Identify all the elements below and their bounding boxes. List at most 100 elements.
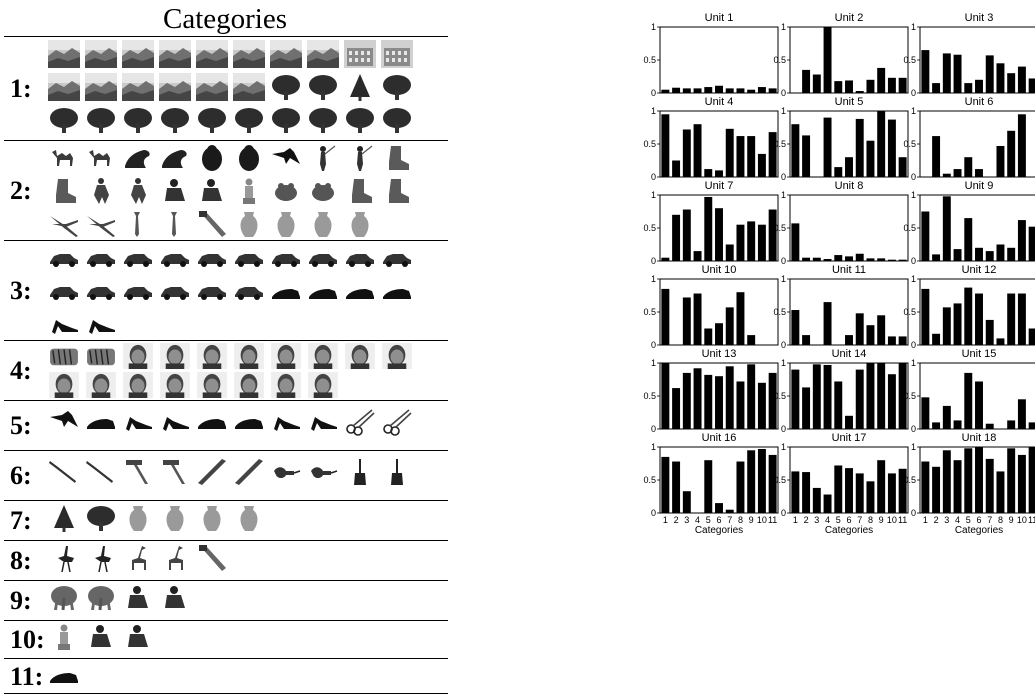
unit-plot: 00.51: [643, 274, 779, 350]
landscape-thumbnail: [48, 72, 80, 102]
bar: [682, 491, 691, 513]
plot-frame: [919, 446, 1035, 514]
landscape-thumbnail: [196, 72, 228, 102]
bird-thumbnail: [270, 143, 302, 173]
face-thumbnail: [159, 372, 191, 398]
category-row: 10:: [4, 620, 448, 658]
tree-thumbnail: [307, 105, 339, 135]
x-tick-label: 8: [738, 515, 743, 525]
y-tick-label: 0.5: [643, 223, 656, 233]
bar: [747, 221, 756, 261]
unit-chart: Unit 2 0 0.5 1: [772, 12, 909, 98]
unit-chart: Unit 1 0 0.5 1: [642, 12, 779, 98]
bar: [887, 336, 896, 345]
unit-chart: Unit 12 0 0.5 1: [902, 264, 1035, 350]
tree-thumbnail: [48, 105, 80, 135]
bar: [715, 503, 723, 513]
bar: [877, 315, 886, 345]
face-thumbnail: [381, 343, 413, 369]
categories-panel: Categories 1: 2: 3: 4: 5: 6: 7: 8: 9: 10: 11:: [0, 0, 450, 698]
bar: [747, 335, 756, 345]
unit-chart: Unit 4 0 0.5 1: [642, 96, 779, 182]
plot-frame: [919, 26, 1035, 94]
x-tick-label: 7: [857, 515, 862, 525]
bar: [921, 461, 930, 513]
category-number: 10:: [10, 625, 45, 654]
bar: [898, 259, 907, 261]
y-tick-label: 1: [911, 106, 916, 116]
bar: [802, 69, 811, 93]
bar: [1028, 78, 1035, 93]
tiger-thumbnail: [85, 343, 117, 369]
y-tick-label: 0.5: [903, 223, 916, 233]
bar: [877, 111, 886, 177]
bar: [855, 118, 864, 177]
bar: [942, 405, 951, 429]
landscape-thumbnail: [85, 39, 117, 69]
y-tick-label: 0: [911, 256, 916, 266]
bar: [877, 67, 886, 93]
bar: [661, 257, 670, 261]
category-number: 1:: [10, 74, 32, 103]
shoe-thumbnail: [85, 403, 117, 439]
bar: [964, 287, 973, 345]
bar: [921, 397, 930, 429]
bar: [996, 338, 1005, 345]
shoe-thumbnail: [270, 276, 302, 306]
y-tick-label: 0: [651, 340, 656, 350]
x-tick-label: 2: [674, 515, 679, 525]
plot-frame: [919, 278, 1035, 346]
person-thumbnail: [159, 176, 191, 206]
seal-thumbnail: [122, 143, 154, 173]
y-tick-label: 0: [911, 424, 916, 434]
tree-thumbnail: [344, 105, 376, 135]
y-tick-label: 0.5: [903, 139, 916, 149]
car-thumbnail: [85, 276, 117, 306]
category-thumbnails: [48, 503, 265, 533]
bar: [985, 55, 994, 93]
bar: [964, 218, 973, 261]
bar: [932, 466, 941, 513]
y-tick-label: 0.5: [643, 307, 656, 317]
category-number: 11:: [10, 662, 44, 691]
tree-thumbnail: [159, 105, 191, 135]
bar: [823, 302, 832, 345]
plot-frame: [789, 446, 909, 514]
camel-thumbnail: [85, 143, 117, 173]
bar: [661, 89, 670, 93]
landscape-thumbnail: [196, 39, 228, 69]
x-tick-label: 10: [757, 515, 767, 525]
bar: [921, 211, 930, 261]
bar: [704, 460, 713, 513]
bar: [932, 422, 941, 429]
boot-thumbnail: [344, 176, 376, 206]
bar: [802, 335, 811, 345]
unit-plot: 00.51: [903, 274, 1035, 350]
shoe-thumbnail: [196, 403, 228, 439]
unit-chart: Unit 5 0 0.5 1: [772, 96, 909, 182]
bar: [887, 259, 896, 261]
bar: [964, 448, 973, 513]
car-thumbnail: [381, 243, 413, 273]
y-tick-label: 0.5: [773, 475, 786, 485]
unit-chart: Unit 8 0 0.5 1: [772, 180, 909, 266]
bar: [725, 244, 734, 261]
tree-thumbnail: [381, 105, 413, 135]
bar: [672, 388, 681, 429]
bar: [942, 196, 951, 261]
unit-title: Unit 13: [701, 348, 737, 360]
bar: [855, 313, 864, 345]
x-axis-label: Categories: [825, 525, 873, 536]
category-number: 2:: [10, 176, 32, 205]
y-tick-label: 0: [651, 88, 656, 98]
x-tick-label: 6: [976, 515, 981, 525]
bar: [996, 63, 1005, 93]
gorilla-thumbnail: [196, 143, 228, 173]
bar: [845, 157, 853, 177]
car-thumbnail: [48, 276, 80, 306]
x-tick-label: 11: [1028, 515, 1035, 525]
x-tick-label: 9: [749, 515, 754, 525]
person-thumbnail: [85, 623, 117, 651]
bar: [1017, 220, 1026, 261]
gorilla-thumbnail: [233, 143, 265, 173]
